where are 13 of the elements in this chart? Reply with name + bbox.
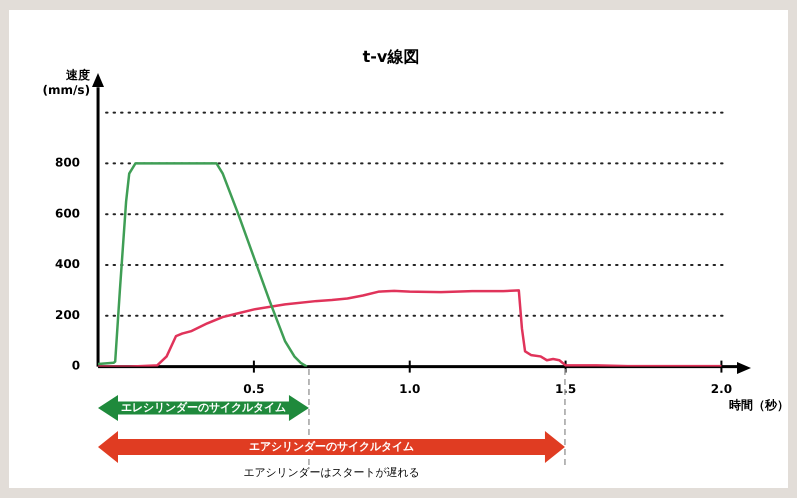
x-axis-title: 時間（秒） — [729, 396, 789, 414]
y-tick-label: 200 — [54, 308, 80, 322]
y-axis-title: 速度 (mm/s) — [42, 67, 90, 98]
y-tick-label: 800 — [54, 156, 80, 170]
y-tick-label: 400 — [54, 257, 80, 272]
x-tick-label: 2.0 — [710, 382, 732, 396]
text: エアシリンダーはスタートが遅れる — [244, 464, 420, 480]
x-tick-label: 1.0 — [399, 382, 420, 396]
chart-title: t-v線図 — [362, 46, 420, 66]
x-tick-label: 1.5 — [554, 382, 576, 396]
y-tick-label: 600 — [54, 206, 80, 220]
y-tick-label: 0 — [72, 358, 80, 373]
x-tick-label: 0.5 — [243, 382, 265, 396]
